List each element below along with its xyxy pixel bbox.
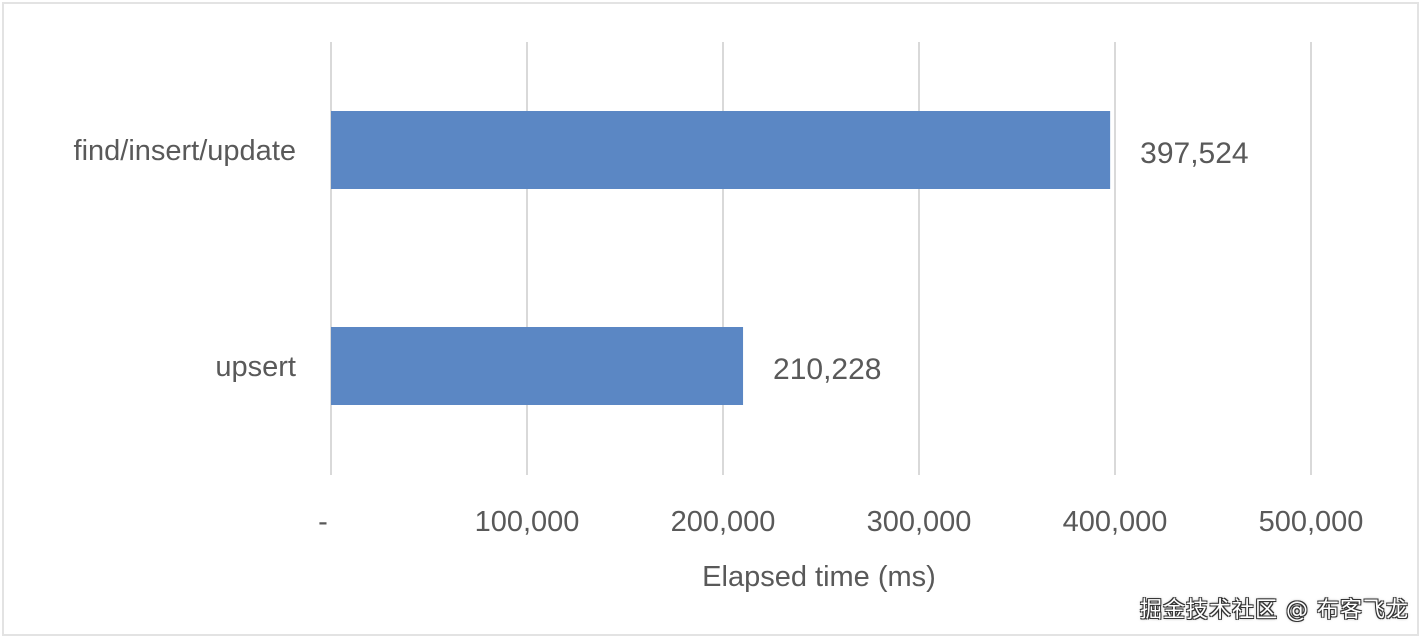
watermark: 掘金技术社区 @ 布客飞龙 bbox=[1140, 598, 1409, 623]
data-label-1: 210,228 bbox=[773, 353, 881, 386]
category-label-1: upsert bbox=[215, 351, 296, 383]
x-tick-label-5: 500,000 bbox=[1259, 506, 1364, 538]
x-axis-title: Elapsed time (ms) bbox=[702, 561, 936, 593]
x-tick-label-0: - bbox=[318, 506, 328, 538]
bar-1 bbox=[331, 327, 744, 405]
x-tick-label-2: 200,000 bbox=[671, 506, 776, 538]
x-tick-label-1: 100,000 bbox=[475, 506, 580, 538]
data-label-0: 397,524 bbox=[1140, 137, 1248, 170]
category-label-0: find/insert/update bbox=[74, 135, 296, 167]
x-tick-label-3: 300,000 bbox=[867, 506, 972, 538]
bar-0 bbox=[331, 111, 1111, 189]
x-tick-label-4: 400,000 bbox=[1063, 506, 1168, 538]
